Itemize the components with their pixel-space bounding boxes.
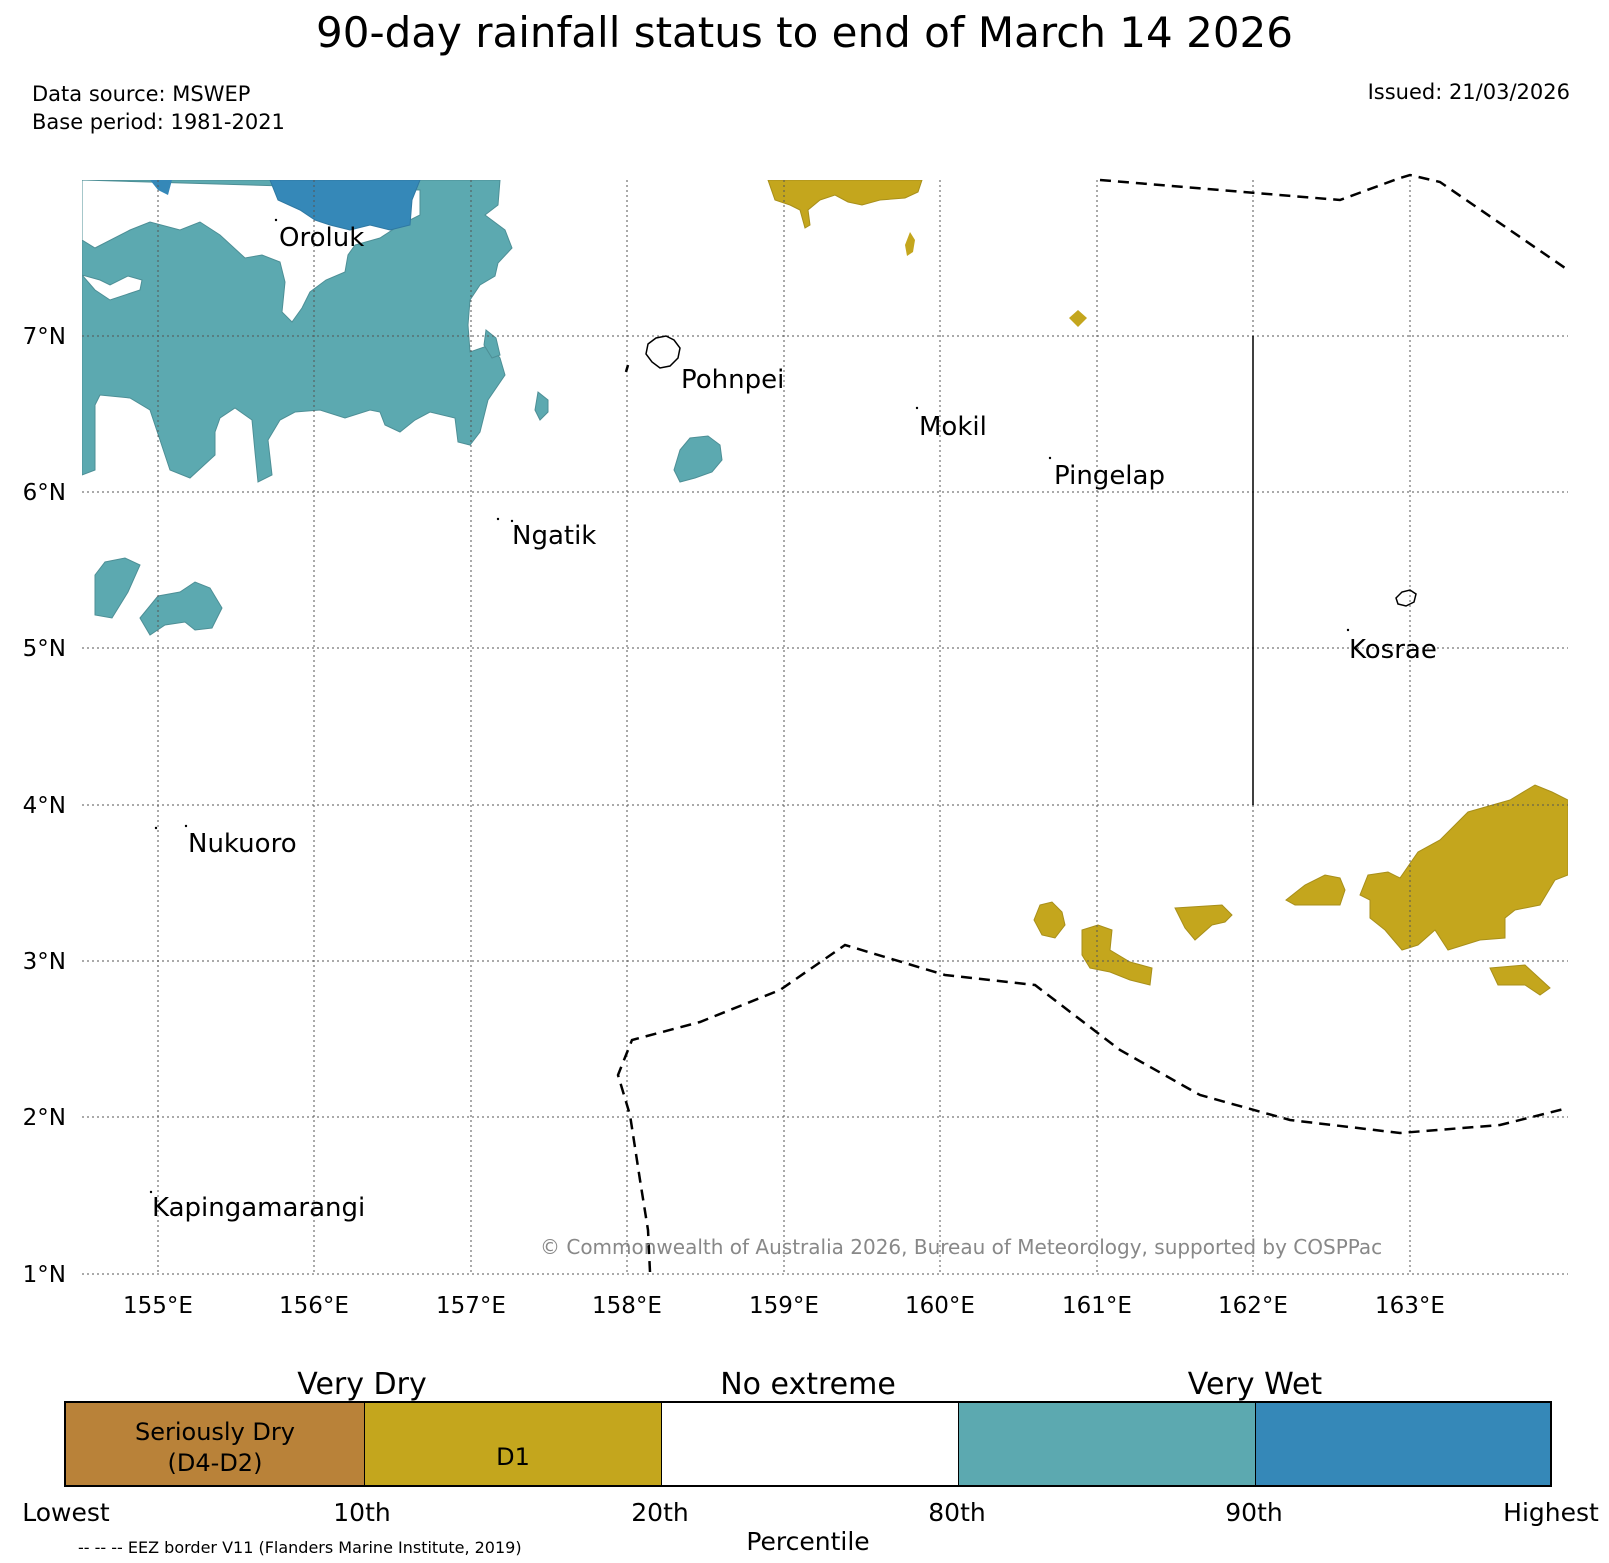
- legend-axis-title: Percentile: [746, 1527, 870, 1556]
- lat-tick: 1°N: [23, 1262, 66, 1288]
- base-period-text: Base period: 1981-2021: [32, 110, 285, 134]
- legend-d1-label: D1: [496, 1443, 530, 1471]
- d1-region-se-d: [1033, 901, 1066, 939]
- very-wet-region-sw-b: [139, 581, 223, 636]
- lon-tick: 162°E: [1218, 1293, 1288, 1319]
- place-label-ngatik: Ngatik: [512, 521, 596, 551]
- place-label-nukuoro: Nukuoro: [188, 829, 297, 859]
- lon-tick: 159°E: [749, 1293, 819, 1319]
- lon-tick: 156°E: [279, 1293, 349, 1319]
- rainfall-shading: [82, 180, 1568, 996]
- eez-border-pohnpei-dot: [624, 364, 630, 373]
- data-source-text: Data source: MSWEP: [32, 82, 251, 106]
- legend-seg-no-extreme: [661, 1403, 958, 1485]
- eez-border-south: [616, 943, 1569, 1273]
- lat-tick-labels: 7°N 6°N 5°N 4°N 3°N 2°N 1°N: [23, 324, 66, 1288]
- map-title: 90-day rainfall status to end of March 1…: [316, 8, 1293, 57]
- legend-seg-very-wet-plus: [1255, 1403, 1550, 1485]
- place-label-pingelap: Pingelap: [1054, 461, 1165, 491]
- very-wet-region-nw: [82, 180, 513, 483]
- d1-region-diamond: [1069, 310, 1087, 327]
- d1-region-se-b: [1285, 874, 1346, 906]
- place-label-pohnpei: Pohnpei: [681, 365, 784, 395]
- legend-pct-20: 20th: [631, 1498, 689, 1527]
- place-label-kapingamarangi: Kapingamarangi: [152, 1193, 365, 1223]
- place-label-oroluk: Oroluk: [279, 223, 364, 253]
- legend-seg-d1: D1: [364, 1403, 661, 1485]
- d1-region-se-f: [1489, 964, 1551, 996]
- very-wet-plus-region: [269, 180, 421, 231]
- lon-tick-labels: 155°E 156°E 157°E 158°E 159°E 160°E 161°…: [123, 1293, 1445, 1319]
- legend-colorbar: Seriously Dry (D4-D2) D1: [64, 1401, 1552, 1487]
- lon-tick: 160°E: [905, 1293, 975, 1319]
- lat-tick: 3°N: [23, 949, 66, 975]
- legend-group-very-dry: Very Dry: [297, 1367, 427, 1402]
- lon-tick: 155°E: [123, 1293, 193, 1319]
- lat-tick: 4°N: [23, 793, 66, 819]
- legend-group-no-extreme: No extreme: [720, 1367, 896, 1402]
- issued-date: Issued: 21/03/2026: [1367, 80, 1570, 104]
- legend-seg-seriously-dry: Seriously Dry (D4-D2): [66, 1403, 364, 1485]
- d1-region-se-c: [1174, 904, 1233, 941]
- d1-region-se-e: [1081, 924, 1153, 986]
- legend-pct-lowest: Lowest: [22, 1498, 110, 1527]
- lat-tick: 7°N: [23, 324, 66, 350]
- legend-seriously-dry-line2: (D4-D2): [167, 1449, 263, 1477]
- eez-note: -- -- -- EEZ border V11 (Flanders Marine…: [78, 1538, 522, 1557]
- very-wet-plus-region-small: [150, 180, 172, 195]
- d1-region-north: [767, 180, 923, 229]
- legend-seg-very-wet: [958, 1403, 1255, 1485]
- legend-pct-80: 80th: [928, 1498, 986, 1527]
- very-wet-region-sw-a: [94, 557, 141, 619]
- place-label-mokil: Mokil: [919, 412, 987, 442]
- d1-region-se-main: [1359, 784, 1568, 951]
- lat-tick: 2°N: [23, 1105, 66, 1131]
- very-wet-region-island-b: [534, 391, 549, 421]
- very-wet-region-island-a: [483, 329, 501, 359]
- legend-pct-highest: Highest: [1503, 1498, 1599, 1527]
- place-label-kosrae: Kosrae: [1349, 635, 1437, 665]
- lon-tick: 161°E: [1062, 1293, 1132, 1319]
- legend-pct-90: 90th: [1225, 1498, 1283, 1527]
- source-block: Data source: MSWEP Base period: 1981-202…: [32, 80, 285, 136]
- legend-group-very-wet: Very Wet: [1187, 1367, 1323, 1402]
- eez-border-north: [1099, 173, 1569, 272]
- lat-tick: 5°N: [23, 636, 66, 662]
- lon-tick: 158°E: [592, 1293, 662, 1319]
- eez-borders: [616, 173, 1569, 1273]
- lon-tick: 157°E: [436, 1293, 506, 1319]
- d1-region-north-dot: [905, 232, 915, 256]
- legend-pct-10: 10th: [333, 1498, 391, 1527]
- lat-tick: 6°N: [23, 480, 66, 506]
- copyright-text: © Commonwealth of Australia 2026, Bureau…: [540, 1235, 1382, 1259]
- atoll-dots: [149, 218, 1350, 1194]
- very-wet-region-pohnpei-se: [673, 435, 723, 483]
- pohnpei-island-outline: [645, 335, 681, 369]
- lon-tick: 163°E: [1375, 1293, 1445, 1319]
- kosrae-island-outline: [1395, 589, 1417, 607]
- legend-seriously-dry-line1: Seriously Dry: [135, 1418, 295, 1446]
